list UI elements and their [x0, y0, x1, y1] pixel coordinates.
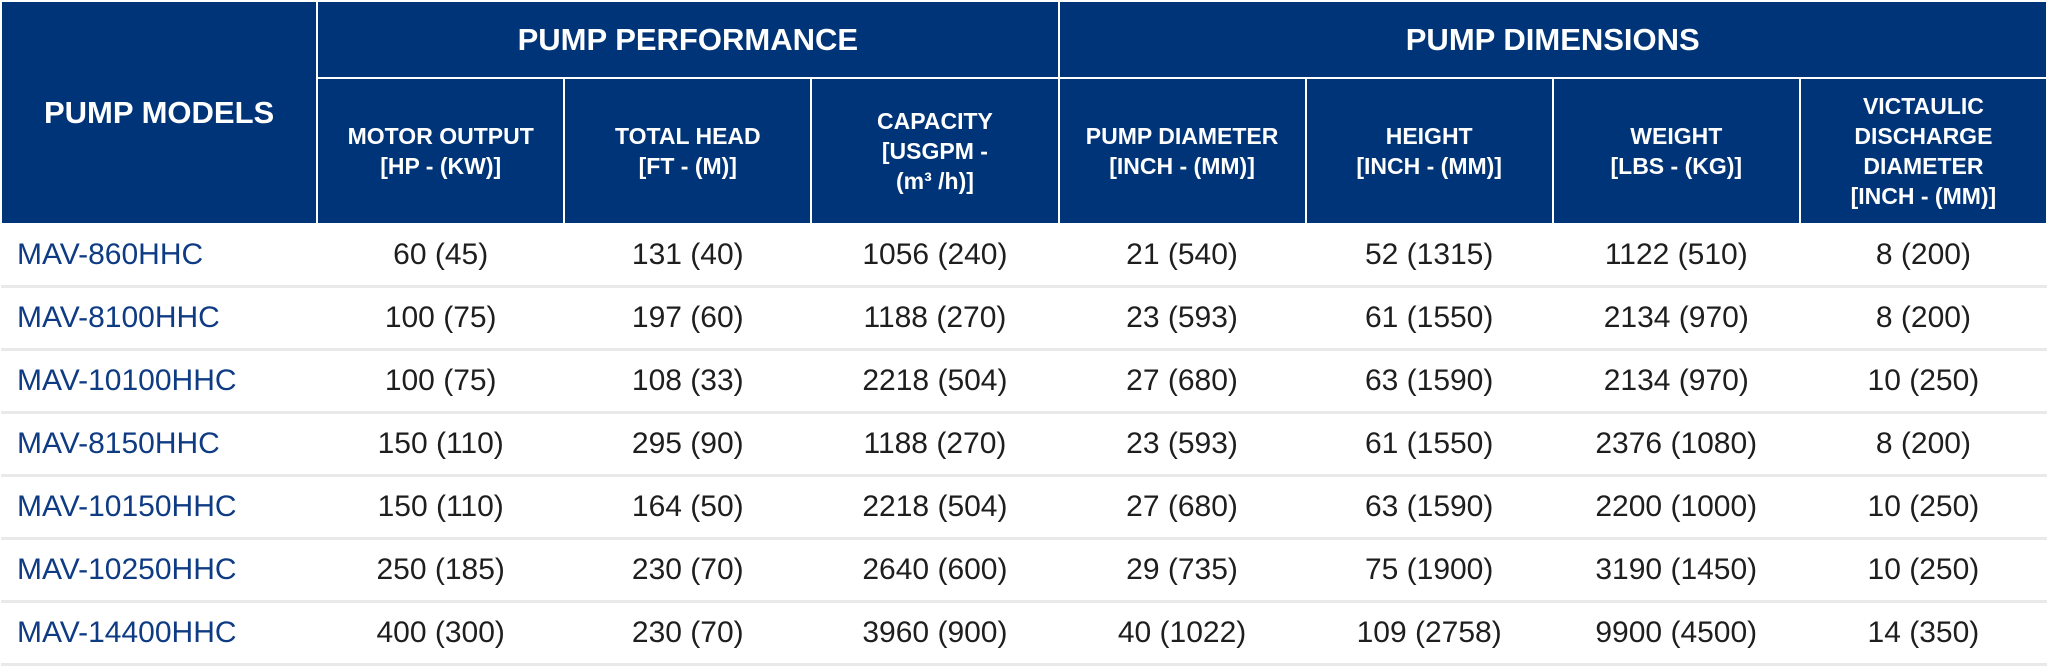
capacity-cell: 2218 (504)	[811, 475, 1059, 540]
height-cell: 61 (1550)	[1305, 286, 1553, 351]
motor-output-cell: 100 (75)	[317, 349, 565, 414]
capacity-cell: 2640 (600)	[811, 538, 1059, 603]
header-line: (m³ /h)]	[895, 168, 974, 194]
pump-diameter-cell: 27 (680)	[1058, 349, 1306, 414]
table-row: MAV-860HHC 60 (45) 131 (40) 1056 (240) 2…	[1, 224, 2047, 288]
motor-output-cell: 60 (45)	[317, 224, 565, 288]
header-line: TOTAL HEAD	[614, 123, 761, 149]
total-head-cell: 131 (40)	[564, 224, 812, 288]
pump-performance-header: PUMP PERFORMANCE	[316, 0, 1060, 79]
header-line: WEIGHT	[1630, 123, 1723, 149]
motor-output-cell: 150 (110)	[317, 475, 565, 540]
table-row: MAV-8150HHC 150 (110) 295 (90) 1188 (270…	[1, 412, 2047, 477]
discharge-diameter-cell: 8 (200)	[1799, 412, 2047, 477]
model-cell: MAV-8100HHC	[1, 286, 318, 351]
table-row: MAV-14400HHC 400 (300) 230 (70) 3960 (90…	[1, 601, 2047, 666]
capacity-cell: 2218 (504)	[811, 349, 1059, 414]
header-line: HEIGHT	[1385, 123, 1473, 149]
header-line: CAPACITY	[877, 108, 993, 134]
header-line: [HP - (KW)]	[380, 153, 502, 179]
header-line: DIAMETER	[1863, 153, 1984, 179]
motor-output-header: MOTOR OUTPUT [HP - (KW)]	[316, 77, 566, 225]
header-line: [INCH - (MM)]	[1109, 153, 1255, 179]
group-header-row: PUMP MODELS PUMP PERFORMANCE PUMP DIMENS…	[0, 0, 2048, 225]
weight-header: WEIGHT [LBS - (KG)]	[1551, 77, 1801, 225]
total-head-cell: 295 (90)	[564, 412, 812, 477]
model-cell: MAV-10100HHC	[1, 349, 318, 414]
height-cell: 61 (1550)	[1305, 412, 1553, 477]
pump-diameter-cell: 23 (593)	[1058, 412, 1306, 477]
header-line: [INCH - (MM)]	[1850, 183, 1997, 209]
capacity-cell: 1056 (240)	[811, 224, 1059, 288]
total-head-header: TOTAL HEAD [FT - (M)]	[563, 77, 813, 225]
height-cell: 63 (1590)	[1305, 475, 1553, 540]
model-cell: MAV-8150HHC	[1, 412, 318, 477]
total-head-cell: 230 (70)	[564, 538, 812, 603]
table-row: MAV-10100HHC 100 (75) 108 (33) 2218 (504…	[1, 349, 2047, 414]
pump-diameter-cell: 40 (1022)	[1058, 601, 1306, 666]
header-line: DISCHARGE	[1854, 123, 1993, 149]
height-cell: 75 (1900)	[1305, 538, 1553, 603]
motor-output-cell: 250 (185)	[317, 538, 565, 603]
weight-cell: 3190 (1450)	[1552, 538, 1800, 603]
motor-output-cell: 100 (75)	[317, 286, 565, 351]
pump-models-header: PUMP MODELS	[0, 0, 319, 225]
weight-cell: 9900 (4500)	[1552, 601, 1800, 666]
capacity-cell: 1188 (270)	[811, 412, 1059, 477]
discharge-diameter-cell: 8 (200)	[1799, 286, 2047, 351]
total-head-cell: 197 (60)	[564, 286, 812, 351]
header-line: MOTOR OUTPUT	[347, 123, 534, 149]
table-row: MAV-10150HHC 150 (110) 164 (50) 2218 (50…	[1, 475, 2047, 540]
discharge-diameter-cell: 10 (250)	[1799, 349, 2047, 414]
weight-cell: 2134 (970)	[1552, 349, 1800, 414]
motor-output-cell: 400 (300)	[317, 601, 565, 666]
discharge-diameter-cell: 10 (250)	[1799, 475, 2047, 540]
victaulic-discharge-diameter-header: VICTAULIC DISCHARGE DIAMETER [INCH - (MM…	[1798, 77, 2048, 225]
header-line: [USGPM -	[881, 138, 988, 164]
weight-cell: 2200 (1000)	[1552, 475, 1800, 540]
table-row: MAV-8100HHC 100 (75) 197 (60) 1188 (270)…	[1, 286, 2047, 351]
capacity-header: CAPACITY [USGPM - (m³ /h)]	[810, 77, 1060, 225]
table-body: MAV-860HHC 60 (45) 131 (40) 1056 (240) 2…	[1, 224, 2047, 666]
weight-cell: 2376 (1080)	[1552, 412, 1800, 477]
weight-cell: 1122 (510)	[1552, 224, 1800, 288]
table-row: MAV-10250HHC 250 (185) 230 (70) 2640 (60…	[1, 538, 2047, 603]
model-cell: MAV-10150HHC	[1, 475, 318, 540]
header-line: [INCH - (MM)]	[1356, 153, 1502, 179]
capacity-cell: 3960 (900)	[811, 601, 1059, 666]
model-cell: MAV-860HHC	[1, 224, 318, 288]
model-cell: MAV-10250HHC	[1, 538, 318, 603]
pump-diameter-header: PUMP DIAMETER [INCH - (MM)]	[1057, 77, 1307, 225]
total-head-cell: 230 (70)	[564, 601, 812, 666]
header-line: [FT - (M)]	[638, 153, 737, 179]
height-cell: 63 (1590)	[1305, 349, 1553, 414]
total-head-cell: 108 (33)	[564, 349, 812, 414]
pump-diameter-cell: 29 (735)	[1058, 538, 1306, 603]
pump-dimensions-header: PUMP DIMENSIONS	[1057, 0, 2048, 79]
pump-diameter-cell: 21 (540)	[1058, 224, 1306, 288]
discharge-diameter-cell: 10 (250)	[1799, 538, 2047, 603]
pump-diameter-cell: 23 (593)	[1058, 286, 1306, 351]
header-line: VICTAULIC	[1862, 93, 1984, 119]
header-line: PUMP DIAMETER	[1085, 123, 1279, 149]
discharge-diameter-cell: 8 (200)	[1799, 224, 2047, 288]
capacity-cell: 1188 (270)	[811, 286, 1059, 351]
height-cell: 109 (2758)	[1305, 601, 1553, 666]
header-line: [LBS - (KG)]	[1610, 153, 1743, 179]
column-header-row: MOTOR OUTPUT [HP - (KW)] TOTAL HEAD [FT …	[1, 77, 2048, 225]
weight-cell: 2134 (970)	[1552, 286, 1800, 351]
discharge-diameter-cell: 14 (350)	[1799, 601, 2047, 666]
height-header: HEIGHT [INCH - (MM)]	[1304, 77, 1554, 225]
height-cell: 52 (1315)	[1305, 224, 1553, 288]
total-head-cell: 164 (50)	[564, 475, 812, 540]
model-cell: MAV-14400HHC	[1, 601, 318, 666]
motor-output-cell: 150 (110)	[317, 412, 565, 477]
pump-diameter-cell: 27 (680)	[1058, 475, 1306, 540]
